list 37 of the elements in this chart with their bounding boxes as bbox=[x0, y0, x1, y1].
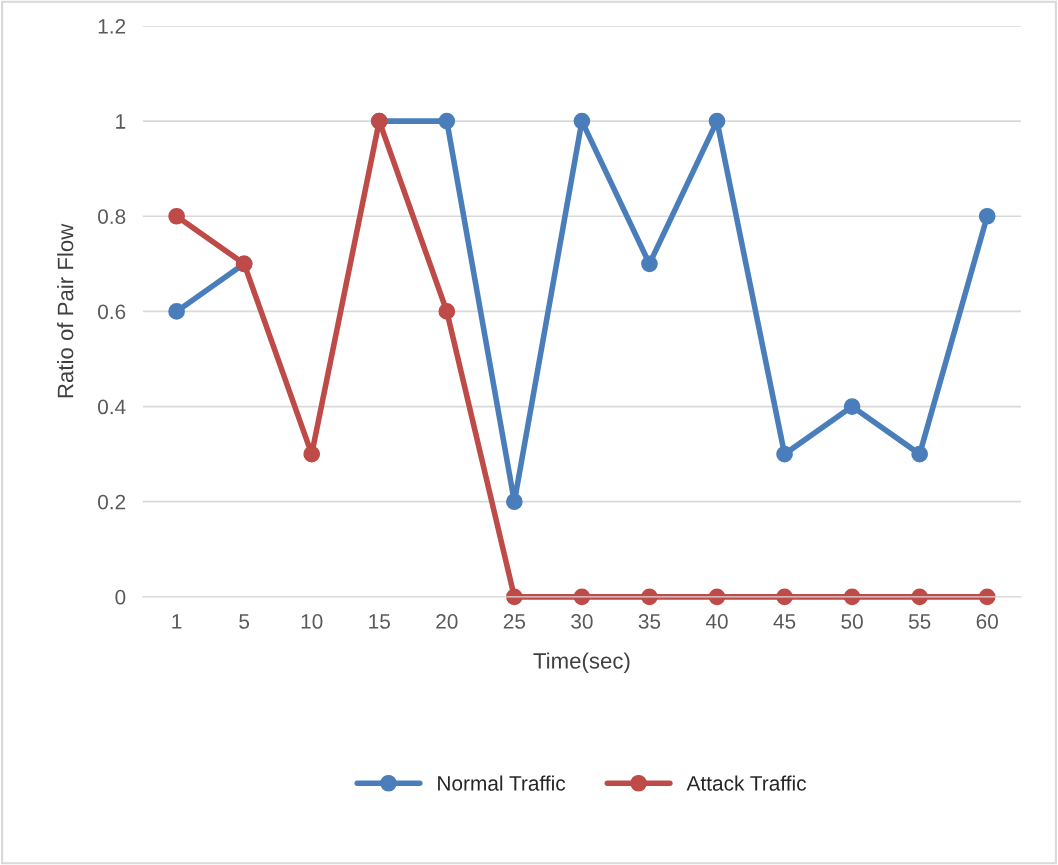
x-tick-label: 40 bbox=[705, 614, 728, 629]
point bbox=[776, 445, 793, 463]
point bbox=[641, 255, 658, 273]
point bbox=[168, 207, 185, 225]
point bbox=[573, 112, 591, 130]
x-tick-label: 25 bbox=[503, 614, 526, 629]
x-tick-label: 55 bbox=[908, 614, 931, 629]
point bbox=[438, 112, 456, 130]
x-tick-label: 35 bbox=[638, 614, 661, 629]
y-tick-label: 0.2 bbox=[98, 494, 126, 510]
y-tick-label: 0 bbox=[115, 589, 126, 605]
x-tick-label: 45 bbox=[773, 614, 796, 629]
x-tick-label: 50 bbox=[841, 614, 863, 629]
y-tick-label: 0.6 bbox=[98, 304, 126, 320]
y-tick-label: 1.2 bbox=[98, 18, 126, 34]
x-axis-title: Time(sec) bbox=[533, 652, 630, 674]
x-tick-label: 15 bbox=[369, 614, 390, 629]
point bbox=[303, 445, 321, 463]
point bbox=[708, 112, 726, 130]
x-tick-label: 20 bbox=[436, 614, 458, 629]
y-tick-label: 0.8 bbox=[98, 209, 126, 224]
y-tick-label: 1 bbox=[116, 114, 126, 129]
x-tick-label: 5 bbox=[239, 614, 250, 629]
point bbox=[843, 398, 861, 415]
x-tick-label: 10 bbox=[301, 614, 323, 629]
point bbox=[506, 493, 523, 511]
point bbox=[911, 445, 928, 463]
x-tick-label: 60 bbox=[976, 614, 998, 629]
legend-label: Attack Traffic bbox=[686, 775, 807, 791]
legend-label: Normal Traffic bbox=[438, 775, 566, 791]
y-axis-title: Ratio of Pair Flow bbox=[57, 223, 74, 398]
point bbox=[168, 303, 185, 320]
point bbox=[438, 303, 456, 320]
point bbox=[978, 207, 996, 225]
y-tick-label: 0.4 bbox=[98, 399, 126, 415]
x-tick-label: 30 bbox=[571, 614, 593, 629]
x-tick-label: 1 bbox=[172, 614, 182, 629]
